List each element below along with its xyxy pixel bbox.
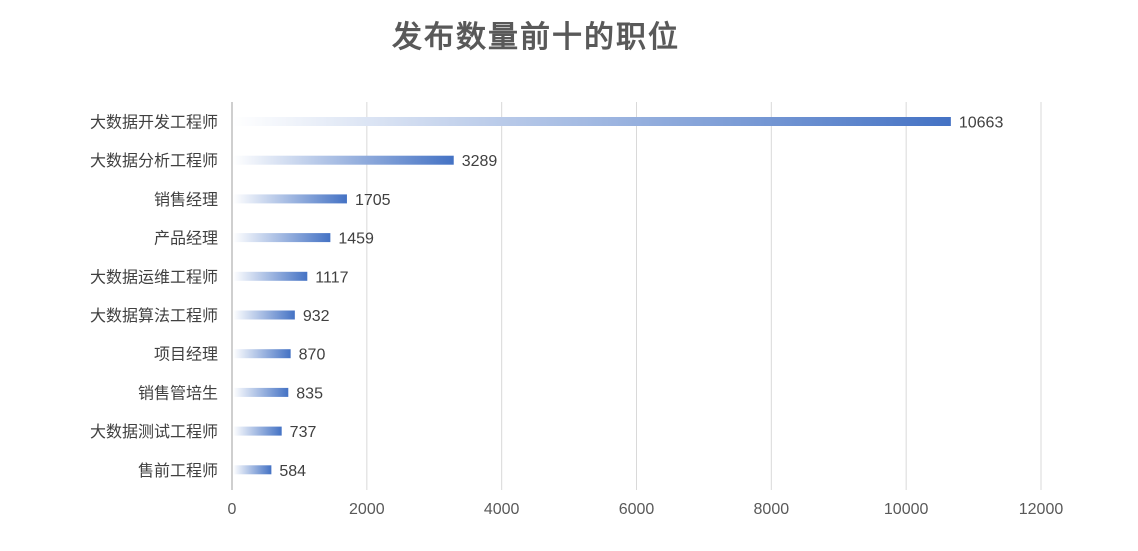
value-label: 1117: [315, 269, 348, 286]
bar-6: [233, 310, 295, 320]
bar-9: [233, 426, 282, 436]
value-label: 10663: [959, 115, 1004, 132]
x-tick-label: 2000: [349, 501, 385, 518]
bar-5: [233, 271, 308, 281]
value-label: 932: [303, 308, 330, 325]
category-label: 销售经理: [154, 190, 218, 209]
bar-3: [233, 194, 347, 204]
x-tick-label: 12000: [1019, 501, 1064, 518]
category-label: 销售管培生: [138, 383, 218, 402]
value-label: 3289: [462, 153, 498, 170]
bar-4: [233, 233, 331, 243]
gridlines: [366, 102, 1042, 490]
bar-8: [233, 387, 289, 397]
x-tick-label: 0: [228, 501, 237, 518]
bar-10: [233, 465, 272, 475]
value-label: 737: [290, 424, 317, 441]
labels: 0 2000 4000 6000 8000 10000 12000 大数据开发工程师 10663…: [90, 113, 1063, 519]
x-tick-label: 6000: [619, 501, 655, 518]
value-label: 1705: [355, 192, 391, 209]
category-label: 售前工程师: [138, 461, 218, 480]
value-label: 870: [299, 347, 326, 364]
category-label: 大数据分析工程师: [90, 151, 218, 170]
category-label: 大数据算法工程师: [90, 306, 218, 325]
bar-7: [233, 349, 291, 359]
chart-title: 发布数量前十的职位: [392, 20, 680, 55]
category-label: 大数据测试工程师: [90, 422, 218, 441]
category-label: 大数据开发工程师: [90, 113, 218, 132]
category-label: 项目经理: [154, 345, 218, 364]
bar-1: [233, 117, 951, 126]
x-tick-label: 8000: [754, 501, 790, 518]
bar-2: [233, 155, 454, 165]
value-label: 584: [279, 463, 306, 480]
x-tick-label: 4000: [484, 501, 520, 518]
category-label: 大数据运维工程师: [90, 267, 218, 286]
category-label: 产品经理: [154, 229, 218, 248]
value-label: 1459: [338, 231, 374, 248]
value-label: 835: [296, 385, 323, 402]
x-tick-label: 10000: [884, 501, 929, 518]
bars: [233, 117, 951, 475]
